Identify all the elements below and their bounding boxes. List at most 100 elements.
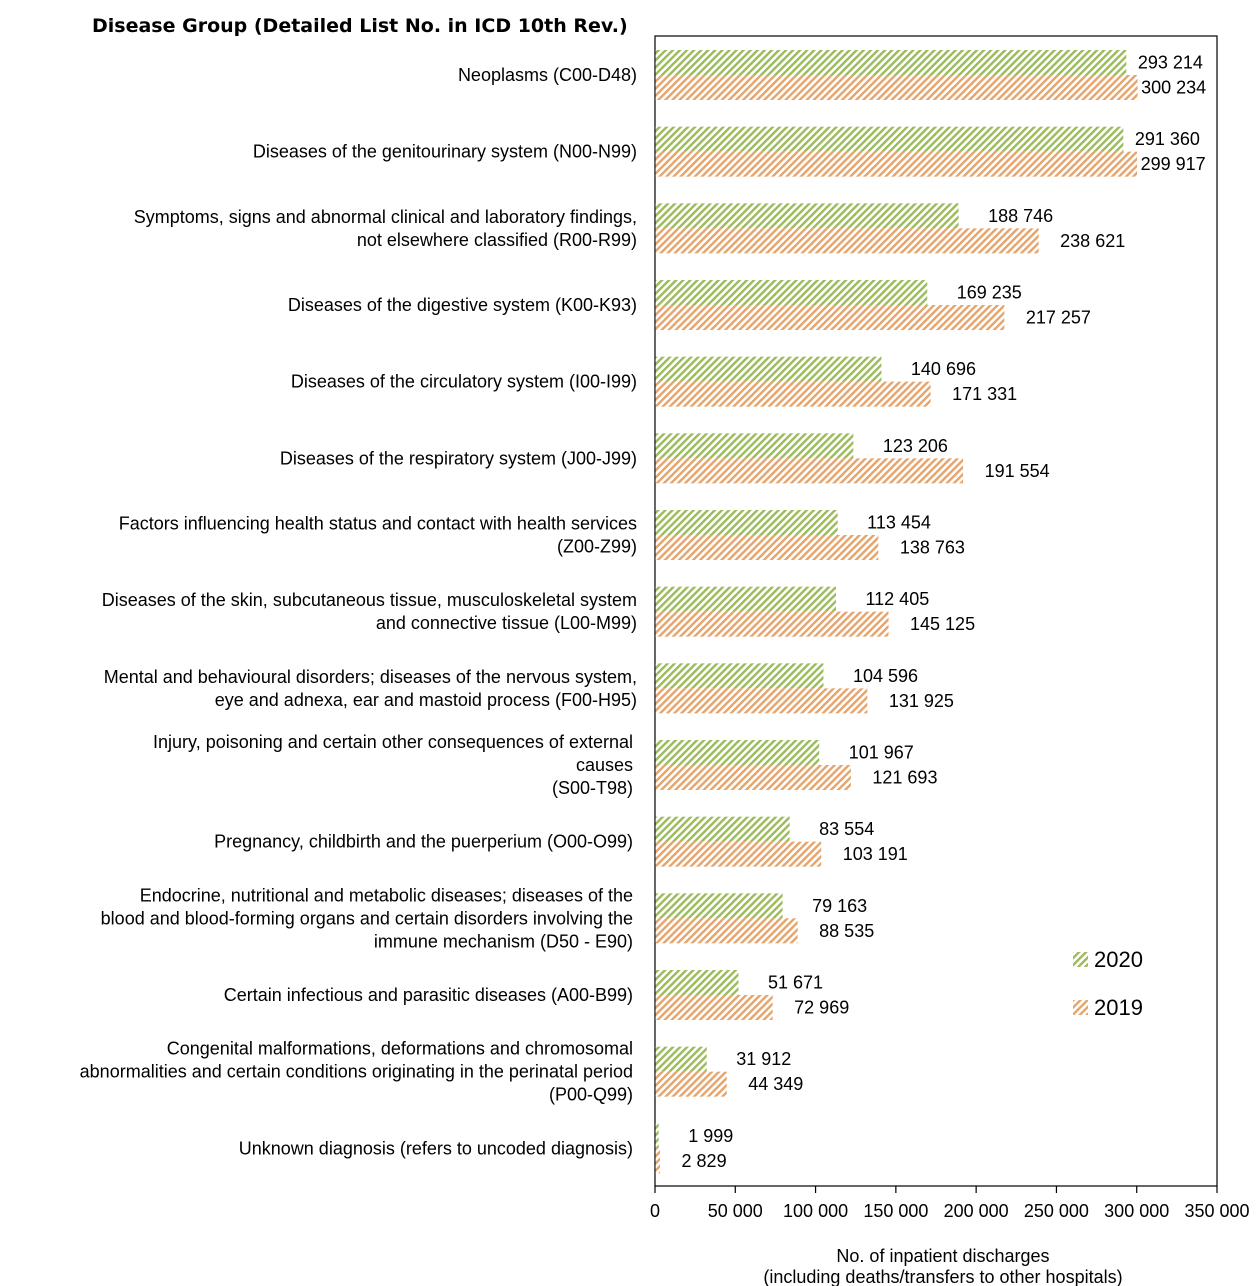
value-label-2020-6: 113 454 [867,513,931,533]
category-label-6-1: (Z00-Z99) [557,537,637,557]
category-label-0-0: Neoplasms (C00-D48) [458,65,637,85]
bar-2019-5 [655,458,964,484]
bar-2019-12 [655,995,773,1020]
category-label-3-0: Diseases of the digestive system (K00-K9… [288,295,637,315]
bar-2020-11 [655,893,783,919]
value-label-2019-11: 88 535 [819,921,874,941]
legend-swatch-2020 [1073,952,1088,967]
bar-2019-3 [655,305,1005,330]
bar-2019-9 [655,765,851,790]
category-label-14-0: Unknown diagnosis (refers to uncoded dia… [239,1138,633,1158]
value-label-2019-10: 103 191 [843,844,908,864]
bar-2020-9 [655,740,820,765]
bar-2019-14 [655,1148,661,1174]
x-tick-label-5: 250 000 [1024,1201,1089,1221]
bar-2019-4 [655,381,931,407]
category-label-2-1: not elsewhere classified (R00-R99) [357,230,637,250]
value-label-2020-8: 104 596 [853,666,918,686]
value-label-2019-7: 145 125 [910,614,975,634]
bar-2019-6 [655,535,879,560]
value-label-2020-7: 112 405 [865,589,929,609]
category-label-5-0: Diseases of the respiratory system (J00-… [280,448,637,468]
chart-title: Disease Group (Detailed List No. in ICD … [92,15,628,37]
category-label-12-0: Certain infectious and parasitic disease… [224,985,633,1005]
x-tick-label-0: 0 [650,1201,660,1221]
category-label-13-1: abnormalities and certain conditions ori… [80,1062,633,1082]
category-label-10-0: Pregnancy, childbirth and the puerperium… [214,832,633,852]
bar-2019-13 [655,1071,727,1097]
bar-2020-6 [655,510,838,535]
category-label-1-0: Diseases of the genitourinary system (N0… [253,142,637,162]
category-label-11-1: blood and blood-forming organs and certa… [101,908,633,928]
legend-label-2020: 2020 [1094,947,1143,972]
x-tick-label-2: 100 000 [783,1201,848,1221]
category-label-9-1: causes [576,755,633,775]
bar-2020-12 [655,970,739,995]
value-label-2020-13: 31 912 [736,1049,791,1069]
bar-2019-7 [655,611,889,637]
category-label-7-1: and connective tissue (L00-M99) [376,613,637,633]
category-label-8-0: Mental and behavioural disorders; diseas… [104,667,637,687]
value-label-2019-13: 44 349 [748,1074,803,1094]
bar-2020-1 [655,126,1124,152]
x-tick-label-7: 350 000 [1184,1201,1249,1221]
x-tick-label-4: 200 000 [944,1201,1009,1221]
x-tick-label-6: 300 000 [1104,1201,1169,1221]
x-axis-title-line2: (including deaths/transfers to other hos… [763,1267,1122,1286]
value-label-2020-1: 291 360 [1135,129,1200,149]
value-label-2020-14: 1 999 [688,1126,733,1146]
bar-2020-0 [655,50,1127,75]
bar-2019-2 [655,228,1039,254]
value-label-2019-0: 300 234 [1141,78,1206,98]
value-label-2019-9: 121 693 [872,768,937,788]
bar-2019-8 [655,688,868,714]
x-tick-label-1: 50 000 [708,1201,763,1221]
bar-2019-11 [655,918,798,944]
bar-2020-2 [655,203,959,229]
x-tick-label-3: 150 000 [863,1201,928,1221]
value-label-2019-2: 238 621 [1060,231,1125,251]
bar-2020-5 [655,433,854,459]
category-label-7-0: Diseases of the skin, subcutaneous tissu… [102,590,637,610]
legend-swatch-2019 [1073,1000,1088,1015]
value-label-2020-2: 188 746 [988,206,1053,226]
bar-2020-3 [655,280,928,305]
category-label-4-0: Diseases of the circulatory system (I00-… [291,372,637,392]
x-axis-title: No. of inpatient discharges [836,1246,1049,1266]
value-label-2019-5: 191 554 [985,461,1050,481]
category-label-13-2: (P00-Q99) [549,1085,633,1105]
bar-2020-4 [655,356,882,382]
value-label-2020-10: 83 554 [819,819,874,839]
value-label-2020-12: 51 671 [768,973,823,993]
value-label-2020-0: 293 214 [1138,53,1203,73]
category-label-8-1: eye and adnexa, ear and mastoid process … [215,690,637,710]
category-label-13-0: Congenital malformations, deformations a… [167,1039,633,1059]
value-label-2019-14: 2 829 [682,1151,727,1171]
bar-2019-0 [655,75,1138,100]
plot-frame [654,35,1218,1187]
category-label-9-0: Injury, poisoning and certain other cons… [153,732,633,752]
bar-2020-13 [655,1046,707,1072]
value-label-2020-4: 140 696 [911,359,976,379]
value-label-2019-4: 171 331 [952,384,1017,404]
bar-2020-7 [655,586,836,612]
bar-2020-14 [655,1123,659,1149]
value-label-2019-8: 131 925 [889,691,954,711]
category-label-2-0: Symptoms, signs and abnormal clinical an… [134,207,637,227]
legend-label-2019: 2019 [1094,995,1143,1020]
bar-2019-1 [655,151,1138,177]
value-label-2020-5: 123 206 [883,436,948,456]
category-label-11-0: Endocrine, nutritional and metabolic dis… [140,885,633,905]
value-label-2019-3: 217 257 [1026,308,1091,328]
value-label-2019-1: 299 917 [1141,154,1206,174]
category-label-11-2: immune mechanism (D50 - E90) [374,931,633,951]
category-label-6-0: Factors influencing health status and co… [119,514,637,534]
value-label-2020-11: 79 163 [812,896,867,916]
bar-2020-8 [655,663,824,689]
value-label-2019-12: 72 969 [794,998,849,1018]
category-label-9-2: (S00-T98) [552,778,633,798]
value-label-2020-3: 169 235 [957,283,1022,303]
bar-2020-10 [655,816,790,842]
value-label-2020-9: 101 967 [849,743,914,763]
